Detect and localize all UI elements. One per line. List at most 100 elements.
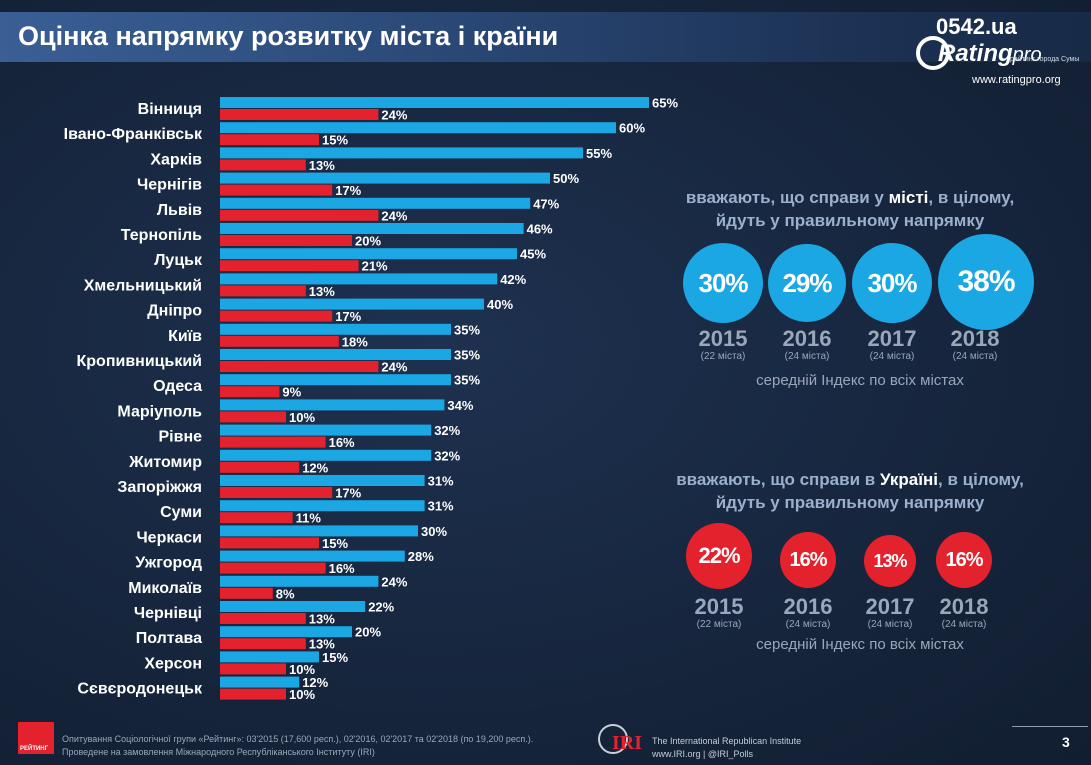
city-heading-prefix: вважають, що справи у xyxy=(685,188,889,207)
ratingpro-logo[interactable]: 0542.ua Ratingpro рейтинг города Сумы ww… xyxy=(914,14,1084,94)
city-label: Запоріжжя xyxy=(117,479,202,496)
country-note-2015: (22 міста) xyxy=(696,619,742,630)
city-label: Хмельницький xyxy=(84,277,202,294)
iri-links: www.IRI.org | @IRI_Polls xyxy=(652,749,753,759)
country-value-label: 11% xyxy=(296,511,322,526)
page-number: 3 xyxy=(1062,734,1070,750)
country-value-label: 13% xyxy=(309,158,335,173)
city-bar xyxy=(220,500,425,512)
footer-note: Опитування Соціологічної групи «Рейтинг»… xyxy=(62,733,533,759)
country-bar xyxy=(220,310,333,322)
city-value-label: 15% xyxy=(322,650,348,665)
city-value-label: 32% xyxy=(434,448,460,463)
country-value-label: 10% xyxy=(289,687,315,702)
country-value-label: 17% xyxy=(335,309,361,324)
city-bar xyxy=(220,651,319,663)
country-bar xyxy=(220,386,280,398)
country-value-label: 24% xyxy=(381,360,407,375)
country-value-label: 21% xyxy=(362,259,388,274)
city-label: Кропивницький xyxy=(77,353,203,370)
country-value-label: 13% xyxy=(309,637,335,652)
city-value-label: 46% xyxy=(527,222,553,237)
rating-logo-text: РЕЙТИНГ xyxy=(20,746,49,752)
city-label: Тернопіль xyxy=(121,227,202,244)
city-index-note: середній Індекс по всіх містах xyxy=(756,372,964,389)
country-year-2015: 2015 xyxy=(694,594,744,619)
logo-ring-icon xyxy=(916,36,950,70)
country-bar xyxy=(220,411,286,423)
city-label: Одеса xyxy=(153,378,202,395)
country-year-2018: 2018 xyxy=(939,594,989,619)
country-bar xyxy=(220,436,326,448)
city-circle-2017: 30% xyxy=(852,243,932,323)
city-label: Маріуполь xyxy=(117,403,202,420)
logo-site-name: 0542.ua xyxy=(936,14,1017,39)
city-bar xyxy=(220,601,366,612)
city-value-label: 35% xyxy=(454,373,480,388)
city-value-label: 31% xyxy=(428,499,454,514)
country-value-label: 15% xyxy=(322,536,348,551)
country-value-label: 18% xyxy=(342,334,368,349)
city-label: Херсон xyxy=(144,655,202,672)
city-circle-2018: 38% xyxy=(938,234,1034,330)
city-label: Суми xyxy=(160,504,202,521)
city-note-2016: (24 міста) xyxy=(784,351,830,362)
country-bar xyxy=(220,235,352,246)
logo-tagline: рейтинг города Сумы xyxy=(1010,56,1080,63)
city-label: Луцьк xyxy=(154,252,203,269)
country-bar xyxy=(220,159,306,171)
iri-logo: IRI xyxy=(598,722,646,756)
city-value-label: 34% xyxy=(447,398,473,413)
city-bar xyxy=(220,197,531,209)
city-year-2016: 2016 xyxy=(782,326,832,351)
country-year-2017: 2017 xyxy=(865,594,915,619)
country-value-label: 8% xyxy=(276,586,295,601)
city-bar xyxy=(220,273,498,285)
city-value-label: 45% xyxy=(520,247,546,262)
city-value-label: 32% xyxy=(434,423,460,438)
city-heading-line2: йдуть у правильному напрямку xyxy=(715,211,985,230)
city-label: Харків xyxy=(150,151,202,168)
country-value-label: 12% xyxy=(302,460,328,475)
city-bar xyxy=(220,424,432,436)
country-value-label: 13% xyxy=(309,284,335,299)
city-value-label: 40% xyxy=(487,297,513,312)
country-bar xyxy=(220,537,319,549)
country-index-note: середній Індекс по всіх містах xyxy=(756,636,964,653)
country-value-label: 24% xyxy=(381,208,407,223)
country-value-label: 17% xyxy=(335,486,361,501)
city-label: Ужгород xyxy=(135,555,202,572)
globe-icon xyxy=(598,724,628,754)
city-label: Сєвєродонецьк xyxy=(77,681,203,698)
footer-divider xyxy=(1012,726,1088,727)
city-label: Полтава xyxy=(136,630,202,647)
country-bar xyxy=(220,285,306,297)
country-note-2017: (24 міста) xyxy=(867,619,913,630)
country-heading-bold: Україні xyxy=(879,470,939,489)
country-bar xyxy=(220,361,379,372)
city-value-label: 47% xyxy=(533,196,559,211)
city-bar xyxy=(220,575,379,587)
city-label: Дніпро xyxy=(147,303,202,320)
country-heading-line2: йдуть у правильному напрямку xyxy=(715,493,985,512)
city-value-label: 35% xyxy=(454,348,480,363)
country-bar xyxy=(220,461,300,473)
country-bar xyxy=(220,184,333,196)
city-value-label: 28% xyxy=(408,549,434,564)
city-label: Миколаїв xyxy=(128,580,202,597)
city-circle-2016: 29% xyxy=(768,244,846,322)
city-bar xyxy=(220,97,649,108)
city-label: Київ xyxy=(168,328,202,345)
country-note-2016: (24 міста) xyxy=(785,619,831,630)
country-value-label: 17% xyxy=(335,183,361,198)
city-label: Львів xyxy=(157,202,202,219)
city-year-2015: 2015 xyxy=(698,326,748,351)
logo-brand-suffix: pro xyxy=(1012,44,1042,66)
city-note-2017: (24 міста) xyxy=(869,351,915,362)
country-bar xyxy=(220,487,333,498)
city-year-2018: 2018 xyxy=(950,326,1000,351)
country-value-label: 16% xyxy=(329,561,355,576)
country-value-label: 16% xyxy=(329,435,355,450)
city-bar xyxy=(220,298,484,310)
city-bar xyxy=(220,374,451,386)
